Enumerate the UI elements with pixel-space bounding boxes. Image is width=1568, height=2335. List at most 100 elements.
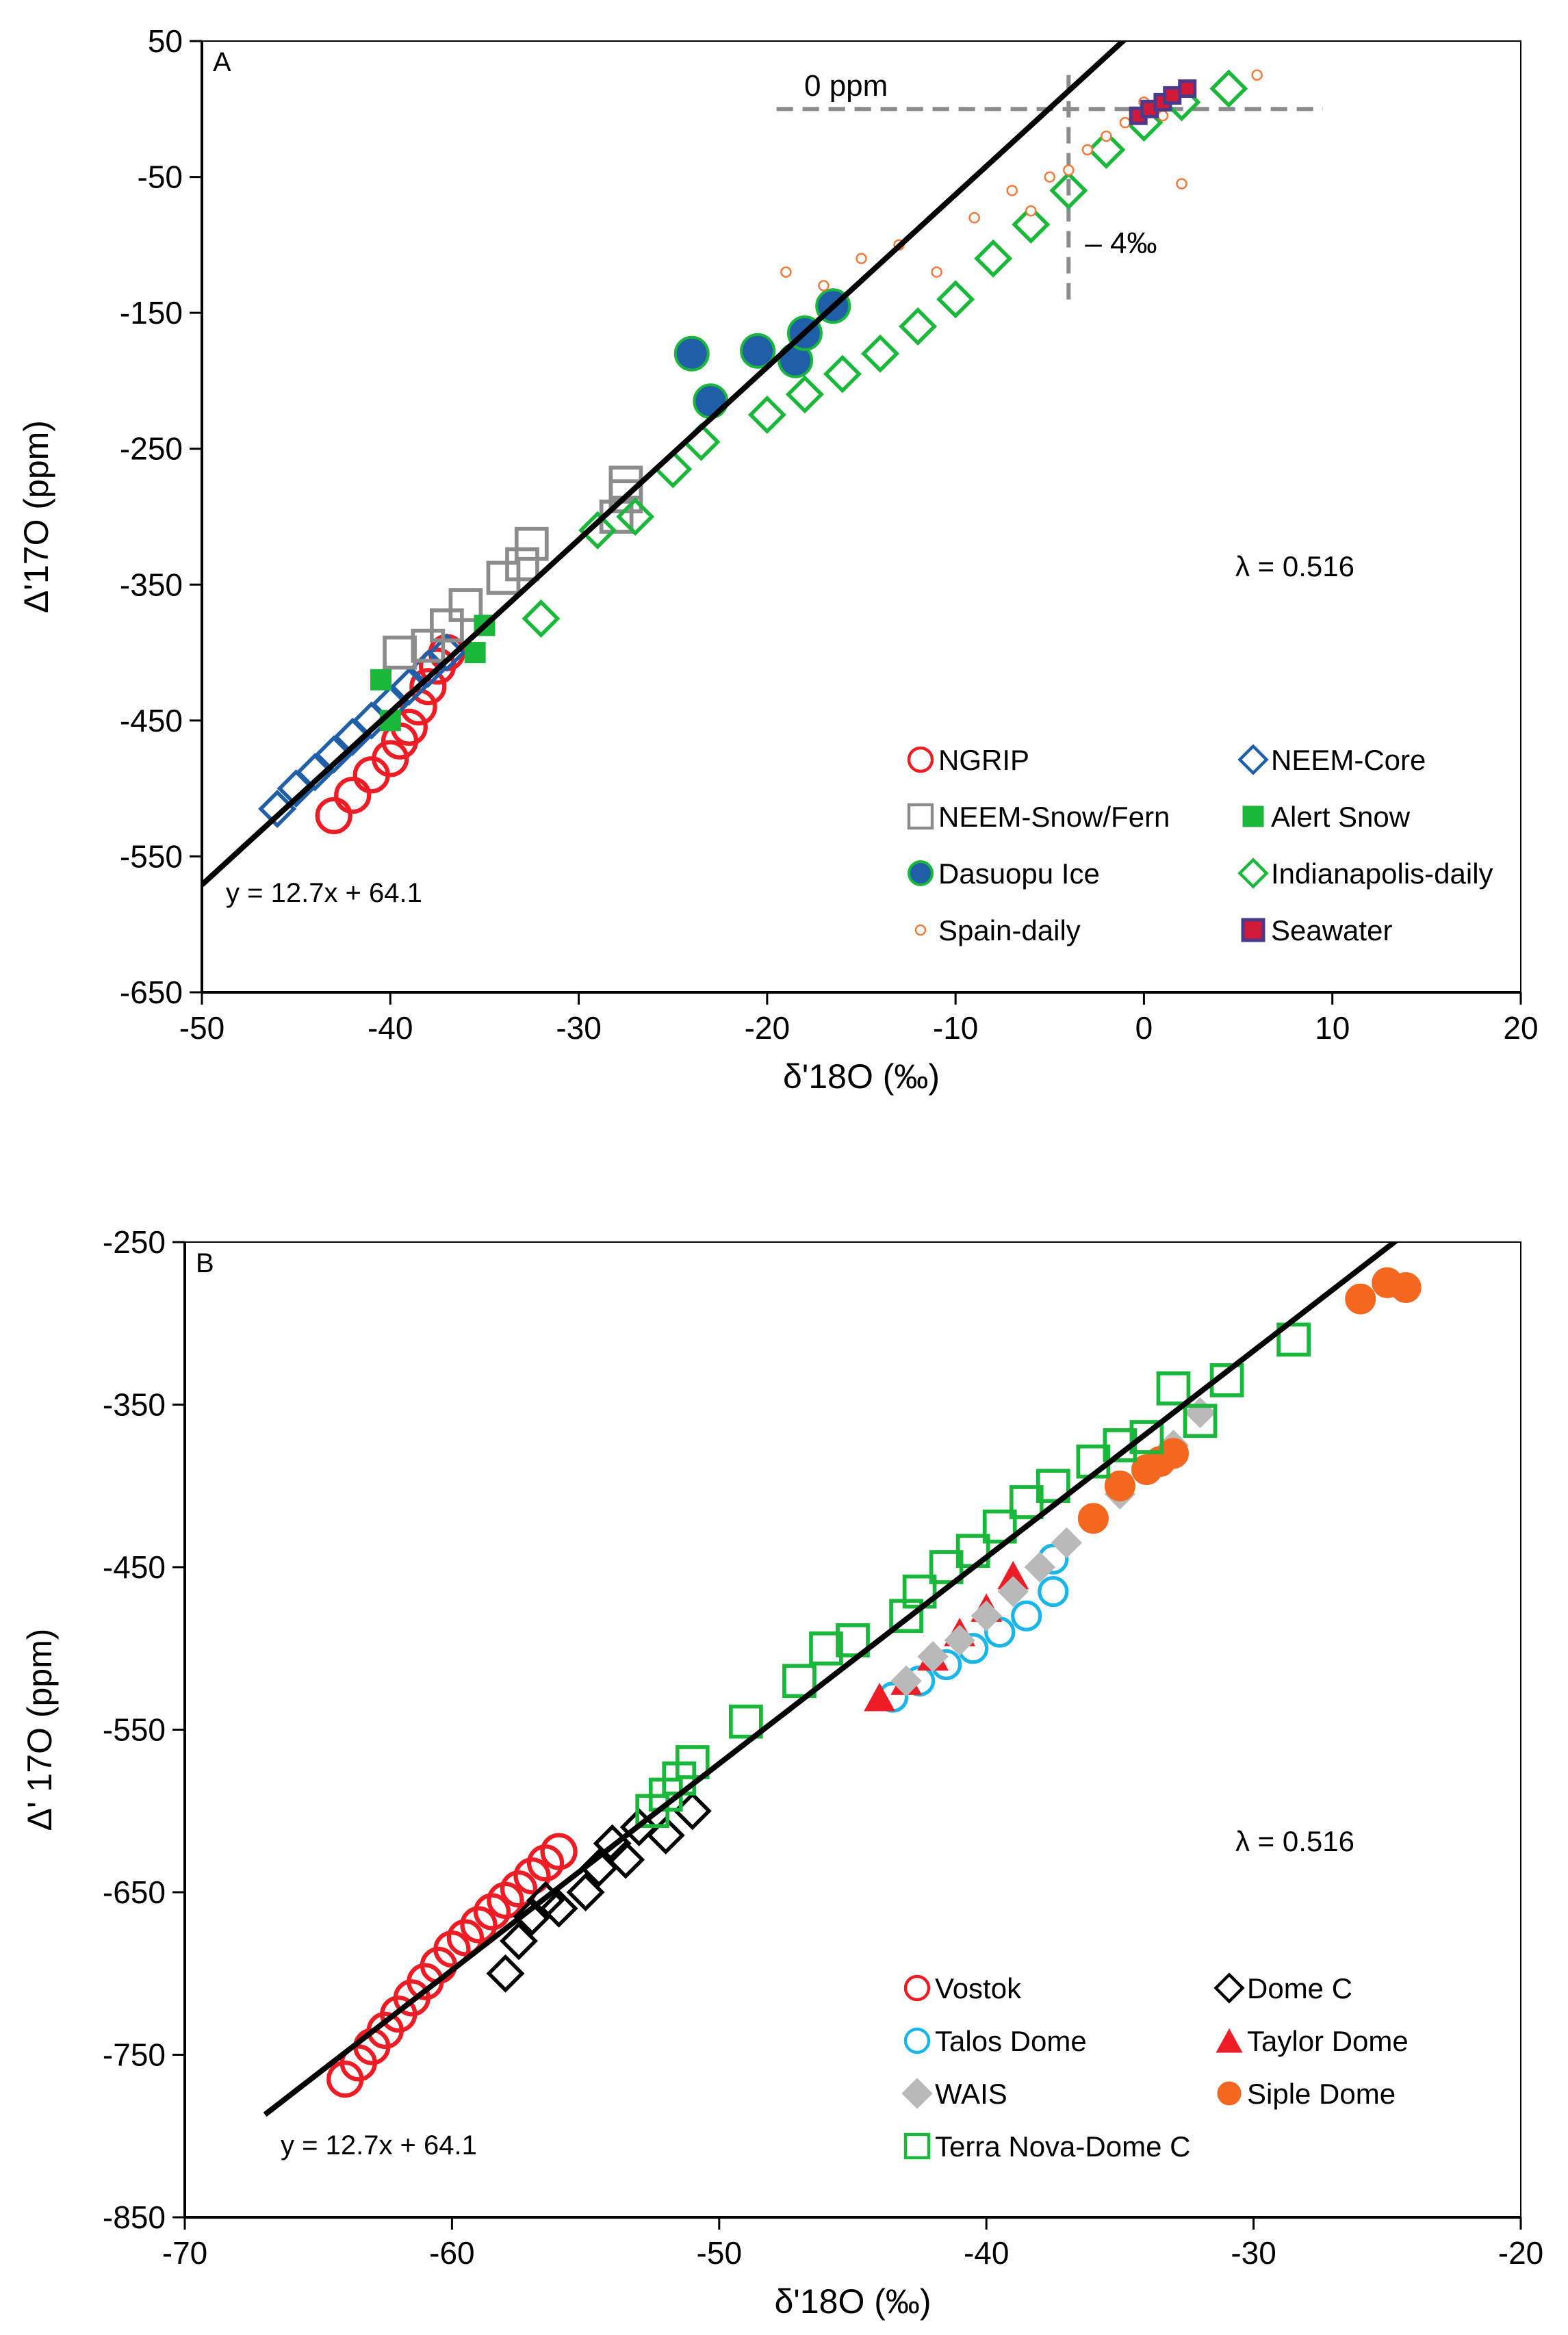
legend-label: Alert Snow — [1271, 801, 1411, 833]
data-point — [673, 335, 710, 372]
x-tick-label: -40 — [964, 2235, 1009, 2271]
x-tick-label: -10 — [933, 1010, 978, 1046]
x-axis-title: δ'18O (‰) — [774, 2282, 931, 2321]
y-axis-title: Δ'17O (ppm) — [17, 420, 55, 613]
data-point — [693, 383, 729, 420]
data-point — [728, 1704, 763, 1739]
y-tick-label: -250 — [120, 431, 183, 467]
data-point — [1345, 1283, 1376, 1315]
y-tick-label: -250 — [103, 1224, 166, 1260]
legend-label: Dome C — [1247, 1972, 1352, 2004]
legend-item: Alert Snow — [1242, 801, 1411, 833]
data-point — [430, 608, 464, 643]
data-point — [464, 642, 486, 664]
data-point — [856, 253, 867, 264]
x-tick-label: 20 — [1503, 1010, 1538, 1046]
data-point — [539, 1889, 578, 1928]
legend-label: Talos Dome — [935, 2025, 1087, 2057]
fit-line — [263, 1242, 1399, 2117]
legend-label: NGRIP — [938, 744, 1029, 776]
data-point — [646, 1816, 685, 1855]
legend-item: Talos Dome — [903, 2025, 1087, 2057]
plot-area — [202, 41, 1323, 887]
data-point — [460, 1906, 498, 1944]
legend-label: Terra Nova-Dome C — [935, 2130, 1190, 2163]
data-point — [486, 1954, 525, 1993]
legend-marker — [1242, 805, 1264, 827]
y-tick-label: -450 — [120, 703, 183, 738]
data-point — [936, 280, 975, 319]
y-tick-label: -750 — [103, 2037, 166, 2073]
data-point — [1176, 178, 1187, 190]
panel-letter: A — [213, 47, 231, 77]
legend-marker — [907, 746, 934, 773]
legend-item: WAIS — [901, 2078, 1007, 2110]
legend: Vostok Dome C Talos Dome Taylor Dome WAIS Sip… — [901, 1972, 1409, 2163]
x-axis-title: δ'18O (‰) — [783, 1057, 940, 1096]
data-point — [616, 497, 655, 537]
data-point — [540, 1833, 578, 1870]
data-point — [1156, 1371, 1191, 1406]
panel-b: -70 -60 -50 -40 -30 -20 -250 -350 -450 -550 -650 -7… — [21, 1224, 1543, 2321]
legend-item: Siple Dome — [1217, 2078, 1396, 2110]
series-siple-dome — [1077, 1267, 1422, 1534]
data-point — [1049, 171, 1088, 210]
x-tick-label: -50 — [179, 1010, 224, 1046]
legend-label: Taylor Dome — [1247, 2025, 1409, 2057]
lambda-label: λ = 0.516 — [1235, 550, 1354, 582]
data-point — [971, 1600, 1002, 1631]
y-tick-label: -50 — [138, 159, 183, 195]
legend-item: Taylor Dome — [1216, 2025, 1409, 2057]
data-point — [433, 1931, 471, 1968]
zero-ppm-label: 0 ppm — [804, 69, 888, 103]
data-point — [1104, 1470, 1135, 1501]
data-point — [372, 740, 409, 777]
legend-marker — [1213, 1972, 1245, 2004]
data-point — [809, 1631, 843, 1666]
minus4-label: – 4‰ — [1085, 227, 1157, 260]
legend-label: NEEM-Core — [1271, 744, 1426, 776]
panel-letter: B — [196, 1248, 214, 1278]
lambda-label: λ = 0.516 — [1235, 1825, 1354, 1857]
legend-label: Siple Dome — [1247, 2078, 1396, 2110]
data-point — [747, 396, 786, 435]
plot-area — [263, 1242, 1422, 2117]
data-point — [1183, 1404, 1218, 1439]
data-point — [448, 588, 483, 622]
data-point — [780, 266, 792, 278]
legend-label: WAIS — [935, 2078, 1007, 2110]
legend-marker — [903, 2132, 931, 2160]
series-seawater — [1129, 79, 1197, 125]
data-point — [619, 1807, 658, 1847]
data-point — [1063, 164, 1075, 176]
legend-item: Dome C — [1213, 1972, 1352, 2004]
legend-label: Seawater — [1271, 914, 1392, 946]
legend-marker — [1241, 918, 1265, 942]
data-point — [314, 735, 353, 774]
data-point — [409, 668, 447, 706]
data-point — [446, 1919, 485, 1957]
legend-marker — [901, 2078, 933, 2109]
data-point — [1163, 86, 1182, 105]
y-tick-label: -450 — [103, 1549, 166, 1585]
data-point — [1276, 1322, 1311, 1357]
y-tick-label: -550 — [120, 838, 183, 874]
data-point — [944, 1625, 975, 1656]
data-point — [1129, 1420, 1164, 1454]
legend-item: NEEM-Snow/Fern — [907, 801, 1170, 833]
data-point — [968, 211, 980, 224]
data-point — [1157, 109, 1169, 122]
panel-a: -50 -40 -30 -20 -10 0 10 20 50 -50 -150 -250 -350 -45… — [17, 23, 1539, 1096]
data-point — [1119, 116, 1131, 129]
data-point — [526, 1844, 565, 1882]
legend-marker — [1216, 2028, 1243, 2053]
x-tick-label: -40 — [368, 1010, 413, 1046]
x-tick-label: -20 — [1498, 2235, 1543, 2271]
data-point — [505, 547, 539, 582]
x-tick-label: -30 — [556, 1010, 601, 1046]
data-point — [890, 1665, 922, 1697]
legend-item: Vostok — [903, 1972, 1022, 2004]
data-point — [1006, 185, 1018, 196]
series-dome-c — [486, 1792, 712, 1993]
data-point — [785, 375, 824, 414]
